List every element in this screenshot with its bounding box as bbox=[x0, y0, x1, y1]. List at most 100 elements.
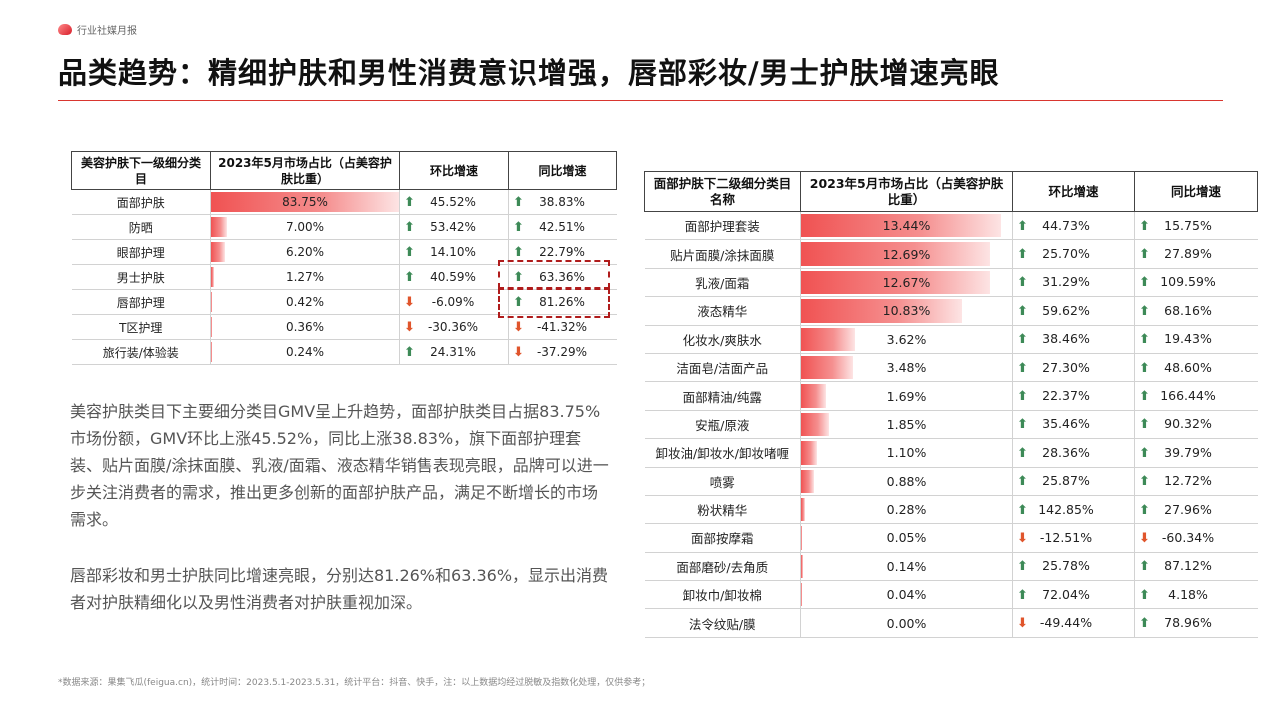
table-row: 卸妆巾/卸妆棉 0.04% ⬆ 72.04% ⬆ 4.18% bbox=[644, 580, 1258, 610]
market-share-cell: 0.00% bbox=[800, 608, 1013, 638]
mom-growth-value: -6.09% bbox=[431, 294, 475, 309]
market-share-bar bbox=[801, 469, 815, 493]
market-share-value: 0.00% bbox=[886, 615, 927, 631]
arrow-up-icon: ⬆ bbox=[1139, 389, 1150, 405]
yoy-growth-cell: ⬆ 27.89% bbox=[1134, 239, 1258, 269]
table1-header-share: 2023年5月市场占比（占美容护肤比重） bbox=[210, 151, 400, 190]
category-name: 防晒 bbox=[71, 214, 211, 240]
data-source-footnote: *数据来源：果集飞瓜(feigua.cn)，统计时间：2023.5.1-2023… bbox=[58, 678, 651, 688]
arrow-up-icon: ⬆ bbox=[1017, 389, 1028, 405]
category-name: 面部护理套装 bbox=[644, 211, 801, 241]
market-share-bar bbox=[801, 583, 802, 607]
mom-growth-cell: ⬆ 38.46% bbox=[1012, 325, 1135, 354]
table-row: 面部按摩霜 0.05% ⬇ -12.51% ⬇ -60.34% bbox=[644, 523, 1258, 553]
market-share-value: 1.85% bbox=[886, 416, 927, 432]
market-share-value: 83.75% bbox=[282, 195, 328, 209]
arrow-up-icon: ⬆ bbox=[513, 244, 524, 260]
arrow-up-icon: ⬆ bbox=[1139, 587, 1150, 603]
category-name: 面部磨砂/去角质 bbox=[644, 552, 801, 582]
title-divider bbox=[58, 100, 1223, 101]
table2-header-share: 2023年5月市场占比（占美容护肤比重） bbox=[800, 171, 1013, 212]
mom-growth-value: -12.51% bbox=[1039, 529, 1093, 545]
table-row: 旅行装/体验装 0.24% ⬆ 24.31% ⬇ -37.29% bbox=[71, 339, 617, 365]
yoy-growth-value: 39.79% bbox=[1164, 444, 1212, 460]
mom-growth-value: 53.42% bbox=[430, 219, 476, 234]
market-share-cell: 10.83% bbox=[800, 296, 1013, 326]
yoy-growth-value: 48.60% bbox=[1164, 359, 1212, 375]
market-share-value: 13.44% bbox=[882, 218, 931, 234]
arrow-down-icon: ⬇ bbox=[513, 319, 524, 335]
category-name: 面部按摩霜 bbox=[644, 523, 801, 553]
market-share-cell: 7.00% bbox=[210, 214, 400, 240]
market-share-bar bbox=[211, 192, 399, 212]
mom-growth-value: 59.62% bbox=[1042, 302, 1090, 318]
category-name: 液态精华 bbox=[644, 296, 801, 326]
arrow-up-icon: ⬆ bbox=[1017, 445, 1028, 461]
page-title: 品类趋势：精细护肤和男性消费意识增强，唇部彩妆/男士护肤增速亮眼 bbox=[58, 56, 1000, 90]
mom-growth-value: 25.70% bbox=[1042, 246, 1090, 262]
category-name: 粉状精华 bbox=[644, 495, 801, 525]
market-share-value: 0.42% bbox=[285, 295, 325, 309]
mom-growth-value: 31.29% bbox=[1042, 274, 1090, 290]
arrow-down-icon: ⬇ bbox=[1017, 616, 1028, 632]
yoy-growth-cell: ⬇ -41.32% bbox=[508, 314, 617, 340]
arrow-up-icon: ⬆ bbox=[1017, 218, 1028, 234]
table-row: 卸妆油/卸妆水/卸妆啫喱 1.10% ⬆ 28.36% ⬆ 39.79% bbox=[644, 438, 1258, 468]
arrow-up-icon: ⬆ bbox=[1017, 559, 1028, 575]
market-share-cell: 0.36% bbox=[210, 314, 400, 340]
mom-growth-cell: ⬇ -49.44% bbox=[1012, 608, 1135, 638]
category-name: 贴片面膜/涂抹面膜 bbox=[644, 239, 801, 269]
table-row: 法令纹贴/膜 0.00% ⬇ -49.44% ⬆ 78.96% bbox=[644, 608, 1258, 638]
table-row: 面部护肤 83.75% ⬆ 45.52% ⬆ 38.83% bbox=[71, 189, 617, 215]
market-share-bar bbox=[211, 317, 212, 337]
arrow-up-icon: ⬆ bbox=[1139, 445, 1150, 461]
category-name: 面部精油/纯露 bbox=[644, 381, 801, 411]
yoy-growth-cell: ⬆ 68.16% bbox=[1134, 296, 1258, 326]
category-name: 化妆水/爽肤水 bbox=[644, 325, 801, 354]
market-share-bar bbox=[211, 292, 212, 312]
mom-growth-value: 38.46% bbox=[1042, 331, 1090, 347]
mom-growth-cell: ⬇ -6.09% bbox=[399, 289, 509, 315]
arrow-up-icon: ⬆ bbox=[1139, 474, 1150, 490]
category-name: 面部护肤 bbox=[71, 189, 211, 215]
arrow-up-icon: ⬆ bbox=[404, 269, 415, 285]
mom-growth-value: -30.36% bbox=[427, 319, 479, 334]
market-share-value: 6.20% bbox=[285, 245, 325, 259]
table-row: T区护理 0.36% ⬇ -30.36% ⬇ -41.32% bbox=[71, 314, 617, 340]
table-row: 粉状精华 0.28% ⬆ 142.85% ⬆ 27.96% bbox=[644, 495, 1258, 525]
category-name: 唇部护理 bbox=[71, 289, 211, 315]
mom-growth-cell: ⬆ 22.37% bbox=[1012, 381, 1135, 411]
arrow-down-icon: ⬇ bbox=[1139, 530, 1150, 546]
category-name: 喷雾 bbox=[644, 467, 801, 496]
market-share-value: 0.04% bbox=[886, 587, 927, 603]
category-name: 洁面皂/洁面产品 bbox=[644, 353, 801, 383]
yoy-growth-cell: ⬆ 4.18% bbox=[1134, 580, 1258, 610]
market-share-cell: 12.67% bbox=[800, 268, 1013, 298]
arrow-up-icon: ⬆ bbox=[1017, 417, 1028, 433]
market-share-cell: 13.44% bbox=[800, 211, 1013, 241]
mom-growth-cell: ⬆ 35.46% bbox=[1012, 410, 1135, 440]
arrow-up-icon: ⬆ bbox=[1139, 559, 1150, 575]
table-row: 化妆水/爽肤水 3.62% ⬆ 38.46% ⬆ 19.43% bbox=[644, 325, 1258, 354]
arrow-up-icon: ⬆ bbox=[1017, 303, 1028, 319]
mom-growth-cell: ⬆ 14.10% bbox=[399, 239, 509, 265]
market-share-value: 0.14% bbox=[886, 558, 927, 574]
yoy-growth-cell: ⬆ 12.72% bbox=[1134, 467, 1258, 496]
yoy-growth-value: 166.44% bbox=[1160, 388, 1216, 404]
market-share-bar bbox=[801, 526, 802, 550]
yoy-growth-cell: ⬆ 166.44% bbox=[1134, 381, 1258, 411]
mom-growth-value: 35.46% bbox=[1042, 416, 1090, 432]
arrow-up-icon: ⬆ bbox=[1139, 360, 1150, 376]
arrow-up-icon: ⬆ bbox=[1139, 616, 1150, 632]
market-share-value: 12.67% bbox=[882, 274, 931, 290]
market-share-bar bbox=[211, 267, 214, 287]
yoy-growth-cell: ⬆ 39.79% bbox=[1134, 438, 1258, 468]
yoy-growth-value: 42.51% bbox=[539, 219, 585, 234]
yoy-growth-cell: ⬆ 81.26% bbox=[508, 289, 617, 315]
level1-category-table: 美容护肤下一级细分类目 2023年5月市场占比（占美容护肤比重） 环比增速 同比… bbox=[71, 151, 617, 365]
mom-growth-value: 72.04% bbox=[1042, 586, 1090, 602]
yoy-growth-cell: ⬆ 87.12% bbox=[1134, 552, 1258, 582]
market-share-value: 1.10% bbox=[886, 445, 927, 461]
table-row: 唇部护理 0.42% ⬇ -6.09% ⬆ 81.26% bbox=[71, 289, 617, 315]
mom-growth-cell: ⬇ -12.51% bbox=[1012, 523, 1135, 553]
